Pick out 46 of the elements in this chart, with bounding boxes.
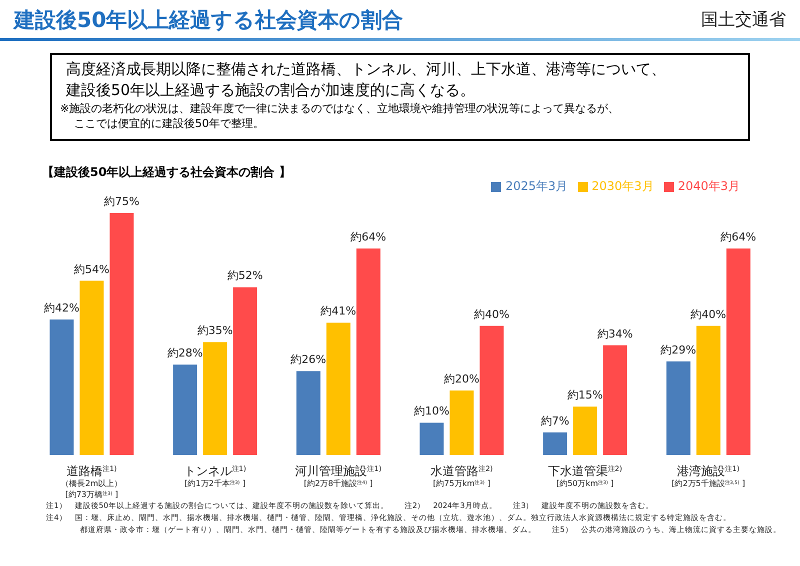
data-label: 約40% bbox=[690, 308, 726, 321]
bar bbox=[696, 326, 720, 455]
legend-label: 2025年3月 bbox=[505, 179, 568, 193]
data-label: 約40% bbox=[474, 308, 510, 321]
data-label: 約42% bbox=[44, 301, 80, 314]
bar bbox=[326, 322, 350, 455]
data-label: 約34% bbox=[597, 327, 633, 340]
bar bbox=[110, 213, 134, 455]
data-label: 約26% bbox=[290, 353, 326, 366]
data-label: 約75% bbox=[104, 195, 140, 208]
bar bbox=[50, 319, 74, 455]
bar bbox=[233, 287, 258, 455]
text: ※施設の老朽化の状況は、建設年度で一律に決まるのではなく、立地環境や維持管理の状況等によって異なるが、 bbox=[60, 101, 620, 116]
bar bbox=[543, 432, 568, 455]
bar bbox=[80, 280, 104, 455]
data-label: 約10% bbox=[414, 404, 450, 418]
chart-subtitle: 【建設後50年以上経過する社会資本の割合 】 bbox=[42, 164, 291, 181]
data-label: 約29% bbox=[660, 343, 696, 356]
text: 国土交通省 bbox=[701, 9, 786, 31]
bar bbox=[480, 326, 504, 455]
data-label: 約28% bbox=[167, 346, 203, 360]
bar bbox=[666, 361, 690, 455]
bar bbox=[296, 371, 320, 455]
bar bbox=[603, 345, 628, 455]
chart-title: 建設後50年以上経過する社会資本の割合 bbox=[14, 7, 404, 34]
bar bbox=[573, 406, 598, 455]
bar bbox=[173, 364, 198, 455]
data-label: 約64% bbox=[350, 230, 386, 244]
bar bbox=[356, 248, 380, 455]
data-label: 約7% bbox=[540, 414, 570, 428]
text: 高度経済成長期以降に整備された道路橋、トンネル、河川、上下水道、港湾等について、 bbox=[66, 59, 667, 80]
text: ここでは便宜的に建設後50年で整理。 bbox=[74, 116, 265, 131]
data-label: 約52% bbox=[227, 269, 263, 282]
bar bbox=[450, 390, 474, 455]
legend-label: 2040年3月 bbox=[678, 179, 740, 193]
data-label: 約54% bbox=[74, 262, 110, 276]
legend-label: 2030年3月 bbox=[592, 179, 654, 193]
data-label: 約20% bbox=[444, 372, 480, 386]
bar bbox=[420, 422, 444, 455]
bar bbox=[203, 342, 228, 455]
data-label: 約35% bbox=[197, 324, 233, 338]
text: 建設後50年以上経過する施設の割合が加速度的に高くなる。 bbox=[66, 80, 476, 101]
data-label: 約64% bbox=[720, 230, 756, 244]
data-label: 約41% bbox=[320, 304, 356, 318]
bar bbox=[726, 248, 750, 455]
data-label: 約15% bbox=[567, 388, 603, 402]
